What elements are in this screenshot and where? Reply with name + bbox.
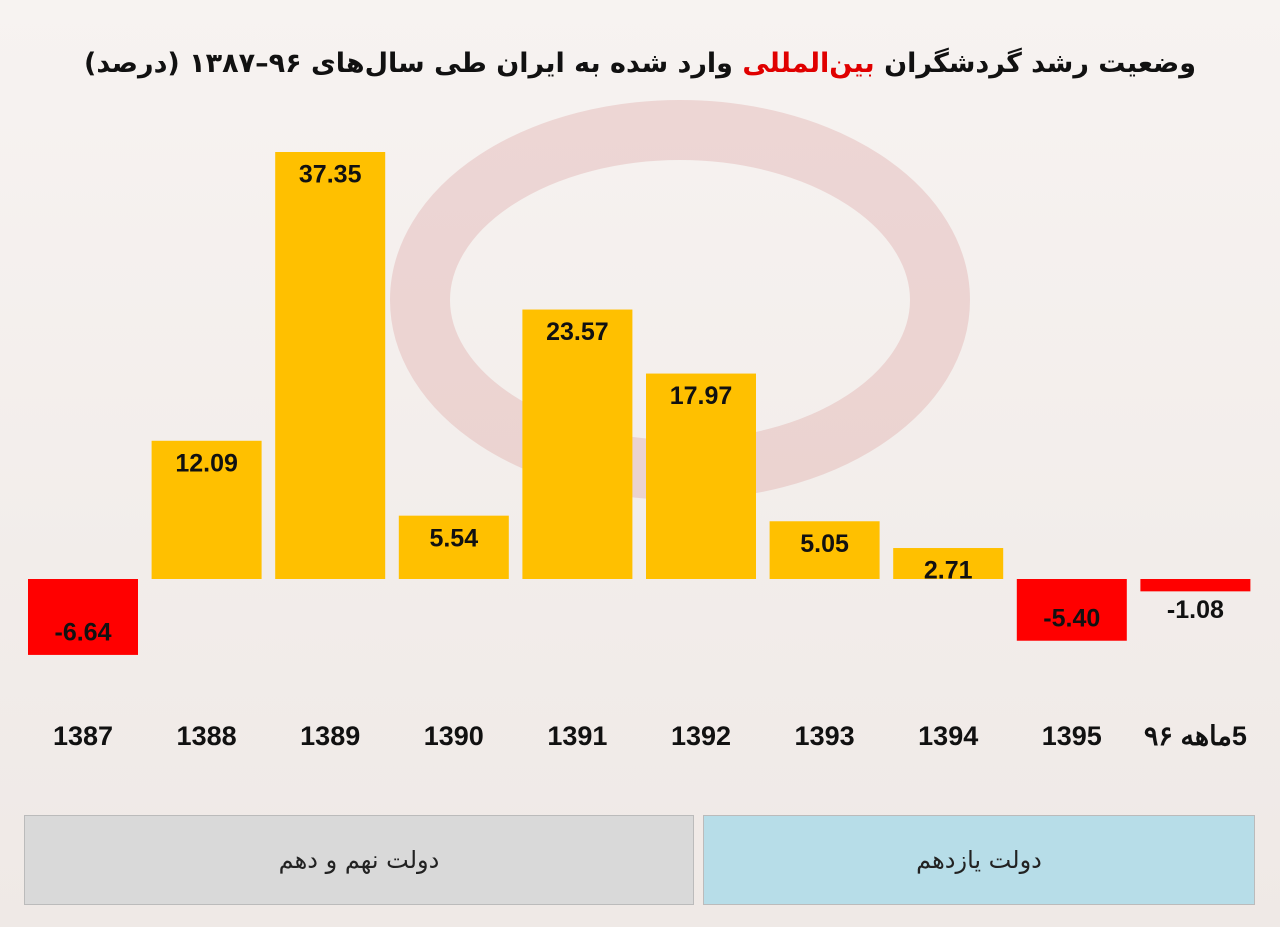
x-tick-label: 1390 bbox=[424, 721, 484, 751]
value-label: 12.09 bbox=[175, 449, 238, 477]
x-tick-label: 1388 bbox=[177, 721, 237, 751]
value-label: -1.08 bbox=[1167, 596, 1224, 624]
title-part: وارد شده به ایران طی سال‌های ۹۶–۱۳۸۷ (در… bbox=[84, 48, 743, 79]
value-label: 5.05 bbox=[800, 530, 849, 558]
x-tick-label: 1387 bbox=[53, 721, 113, 751]
bar bbox=[646, 373, 756, 579]
x-tick-label: 1389 bbox=[300, 721, 360, 751]
value-label: 17.97 bbox=[670, 382, 733, 410]
x-tick-label: 1392 bbox=[671, 721, 731, 751]
bar bbox=[398, 515, 509, 579]
bar bbox=[28, 579, 138, 655]
value-label: -5.40 bbox=[1043, 604, 1100, 632]
value-label: 23.57 bbox=[546, 318, 609, 346]
bar bbox=[522, 309, 633, 579]
title-part: وضعیت رشد گردشگران bbox=[874, 48, 1196, 79]
title-highlight: بین‌المللی bbox=[742, 48, 875, 79]
value-label: -6.64 bbox=[55, 619, 112, 647]
x-tick-label: 1394 bbox=[918, 721, 978, 751]
value-label: 37.35 bbox=[299, 161, 362, 189]
bar bbox=[893, 548, 1004, 579]
group-box: دولت نهم و دهم bbox=[24, 815, 694, 905]
value-label: 2.71 bbox=[924, 557, 973, 585]
x-tick-label: 1393 bbox=[795, 721, 855, 751]
bar bbox=[275, 152, 386, 579]
group-box: دولت یازدهم bbox=[703, 815, 1255, 905]
chart-title: وضعیت رشد گردشگران بین‌المللی وارد شده ب… bbox=[0, 48, 1280, 79]
bar bbox=[151, 440, 262, 579]
x-tick-label: 1391 bbox=[547, 721, 607, 751]
value-label: 5.54 bbox=[429, 524, 478, 552]
bar bbox=[769, 521, 880, 579]
x-tick-label: 1395 bbox=[1042, 721, 1102, 751]
x-tick-label: 5ماهه ۹۶ bbox=[1144, 721, 1247, 751]
bar bbox=[1016, 579, 1127, 641]
bar bbox=[1140, 579, 1251, 592]
